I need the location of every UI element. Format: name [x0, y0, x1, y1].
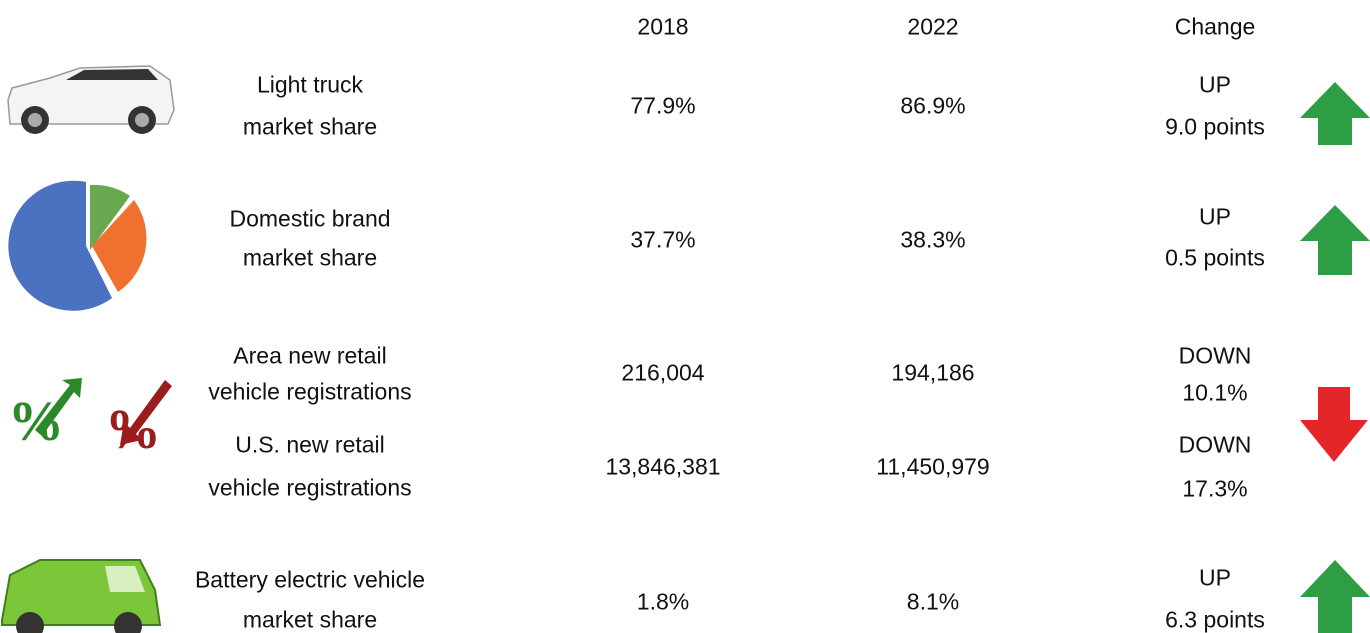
percent-icons: % %	[8, 378, 172, 461]
svg-text:%: %	[8, 391, 64, 453]
value-2018: 216,004	[621, 362, 704, 385]
row-label: vehicle registrations	[208, 381, 411, 404]
change-text: UP	[1199, 74, 1231, 97]
change-text: 0.5 points	[1165, 247, 1265, 270]
change-text: 10.1%	[1182, 382, 1247, 405]
row-label: U.S. new retail	[235, 434, 385, 457]
column-header: Change	[1175, 16, 1256, 39]
value-2022: 86.9%	[900, 95, 965, 118]
ev-icon	[2, 560, 160, 633]
value-2018: 77.9%	[630, 95, 695, 118]
value-2022: 8.1%	[907, 591, 959, 614]
value-2018: 1.8%	[637, 591, 689, 614]
up-arrow	[1300, 560, 1370, 633]
page: {"header": {"columns": ["2018", "2022", …	[0, 0, 1370, 633]
row-label: market share	[243, 247, 377, 270]
row-label: Light truck	[257, 74, 363, 97]
up-arrow	[1300, 205, 1370, 275]
value-2018: 37.7%	[630, 229, 695, 252]
up-arrow	[1300, 82, 1370, 145]
row-label: Domestic brand	[229, 208, 390, 231]
row-label: market share	[243, 609, 377, 632]
change-text: DOWN	[1179, 345, 1252, 368]
pie-icon	[8, 181, 146, 311]
change-text: UP	[1199, 206, 1231, 229]
change-text: DOWN	[1179, 434, 1252, 457]
value-2022: 38.3%	[900, 229, 965, 252]
change-text: 17.3%	[1182, 478, 1247, 501]
row-label: vehicle registrations	[208, 477, 411, 500]
change-text: 9.0 points	[1165, 116, 1265, 139]
value-2018: 13,846,381	[605, 456, 720, 479]
row-label: market share	[243, 116, 377, 139]
value-2022: 194,186	[891, 362, 974, 385]
column-header: 2022	[907, 16, 958, 39]
change-text: UP	[1199, 567, 1231, 590]
suv-icon	[8, 66, 174, 134]
row-label: Area new retail	[233, 345, 386, 368]
value-2022: 11,450,979	[876, 456, 989, 479]
change-text: 6.3 points	[1165, 609, 1265, 632]
down-arrow	[1300, 387, 1368, 462]
column-header: 2018	[637, 16, 688, 39]
row-label: Battery electric vehicle	[195, 569, 425, 592]
